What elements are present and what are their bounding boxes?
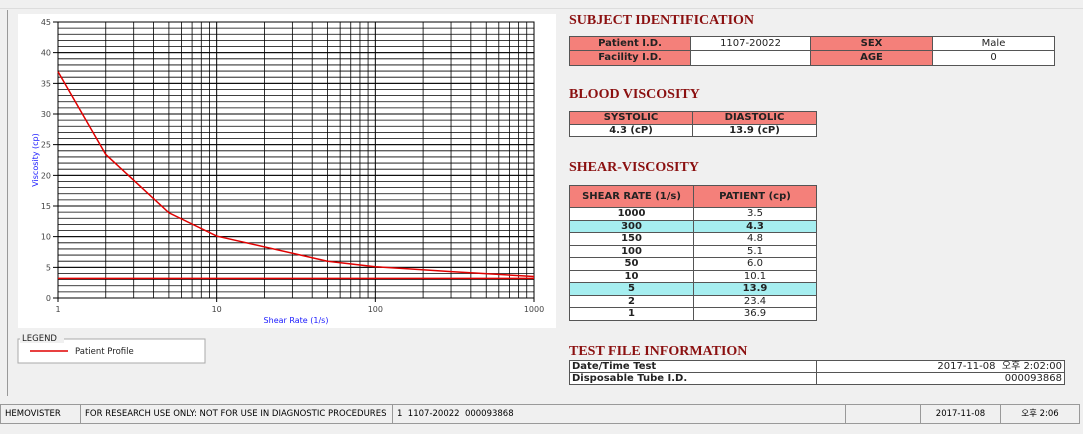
x-tick-label: 1 — [55, 305, 60, 314]
top-rule — [0, 8, 1083, 9]
cell: 0 — [932, 50, 1055, 66]
subject-title: SUBJECT IDENTIFICATION — [569, 13, 755, 28]
cell — [690, 50, 811, 66]
cell: 300 — [569, 219, 694, 233]
cell: 5.1 — [693, 244, 817, 258]
y-tick-label: 40 — [41, 49, 51, 58]
cell: Disposable Tube I.D. — [569, 372, 817, 385]
cell: 10 — [569, 269, 694, 283]
data-line — [57, 71, 535, 278]
y-axis-label: Viscosity (cp) — [31, 133, 40, 187]
x-tick-label: 10 — [212, 305, 222, 314]
x-axis-label: Shear Rate (1/s) — [264, 316, 329, 325]
cell: 4.3 (cP) — [569, 124, 693, 137]
cell: DIASTOLIC — [692, 111, 817, 125]
cell: 150 — [569, 232, 694, 246]
cell: 10.1 — [693, 269, 817, 283]
status-cell: 2017-11-08 — [920, 404, 1001, 424]
legend-label: Patient Profile — [75, 347, 134, 357]
cell: 13.9 — [693, 282, 817, 296]
shear-title: SHEAR-VISCOSITY — [569, 160, 699, 175]
cell: Male — [932, 36, 1055, 51]
x-tick-label: 1000 — [524, 305, 544, 314]
cell: 13.9 (cP) — [692, 124, 817, 137]
cell: 2 — [569, 294, 694, 308]
legend-title: LEGEND — [22, 334, 57, 344]
cell: 3.5 — [693, 207, 817, 221]
cell: SYSTOLIC — [569, 111, 693, 125]
status-cell: HEMOVISTER — [0, 404, 81, 424]
cell: 4.3 — [693, 219, 817, 233]
cell: Patient I.D. — [569, 36, 691, 51]
x-tick-label: 100 — [368, 305, 383, 314]
y-tick-label: 15 — [41, 202, 51, 211]
test-file-title: TEST FILE INFORMATION — [569, 344, 748, 359]
cell: 4.8 — [693, 232, 817, 246]
cell: SHEAR RATE (1/s) — [569, 185, 694, 208]
y-tick-label: 20 — [41, 171, 51, 180]
y-tick-label: 45 — [41, 18, 51, 27]
cell: 1107-20022 — [690, 36, 811, 51]
y-tick-label: 25 — [41, 141, 51, 150]
cell: 1000 — [569, 207, 694, 221]
chart: Shear Rate (1/s) Viscosity (cp) LEGEND 0… — [17, 14, 556, 364]
legend-title-bg — [20, 332, 64, 343]
cell: 5 — [569, 282, 694, 296]
left-rule — [7, 10, 8, 396]
y-tick-label: 0 — [46, 294, 51, 303]
cell: PATIENT (cp) — [693, 185, 817, 208]
y-tick-label: 5 — [46, 263, 51, 272]
cell: AGE — [810, 50, 933, 66]
status-cell: FOR RESEARCH USE ONLY: NOT FOR USE IN DI… — [80, 404, 393, 424]
chart-panel — [18, 14, 556, 328]
status-cell: 1 1107-20022 000093868 — [392, 404, 846, 424]
status-cell: 오후 2:06 — [1000, 404, 1080, 424]
y-tick-label: 35 — [41, 79, 51, 88]
cell: 6.0 — [693, 257, 817, 271]
cell: 100 — [569, 244, 694, 258]
cell: 000093868 — [816, 372, 1065, 385]
cell: 36.9 — [693, 307, 817, 321]
cell: SEX — [810, 36, 933, 51]
cell: 1 — [569, 307, 694, 321]
cell: 23.4 — [693, 294, 817, 308]
plot-frame — [57, 21, 535, 299]
y-tick-label: 10 — [41, 233, 51, 242]
cell: 50 — [569, 257, 694, 271]
y-tick-label: 30 — [41, 110, 51, 119]
blood-title: BLOOD VISCOSITY — [569, 87, 700, 102]
cell: Facility I.D. — [569, 50, 691, 66]
status-cell — [845, 404, 921, 424]
